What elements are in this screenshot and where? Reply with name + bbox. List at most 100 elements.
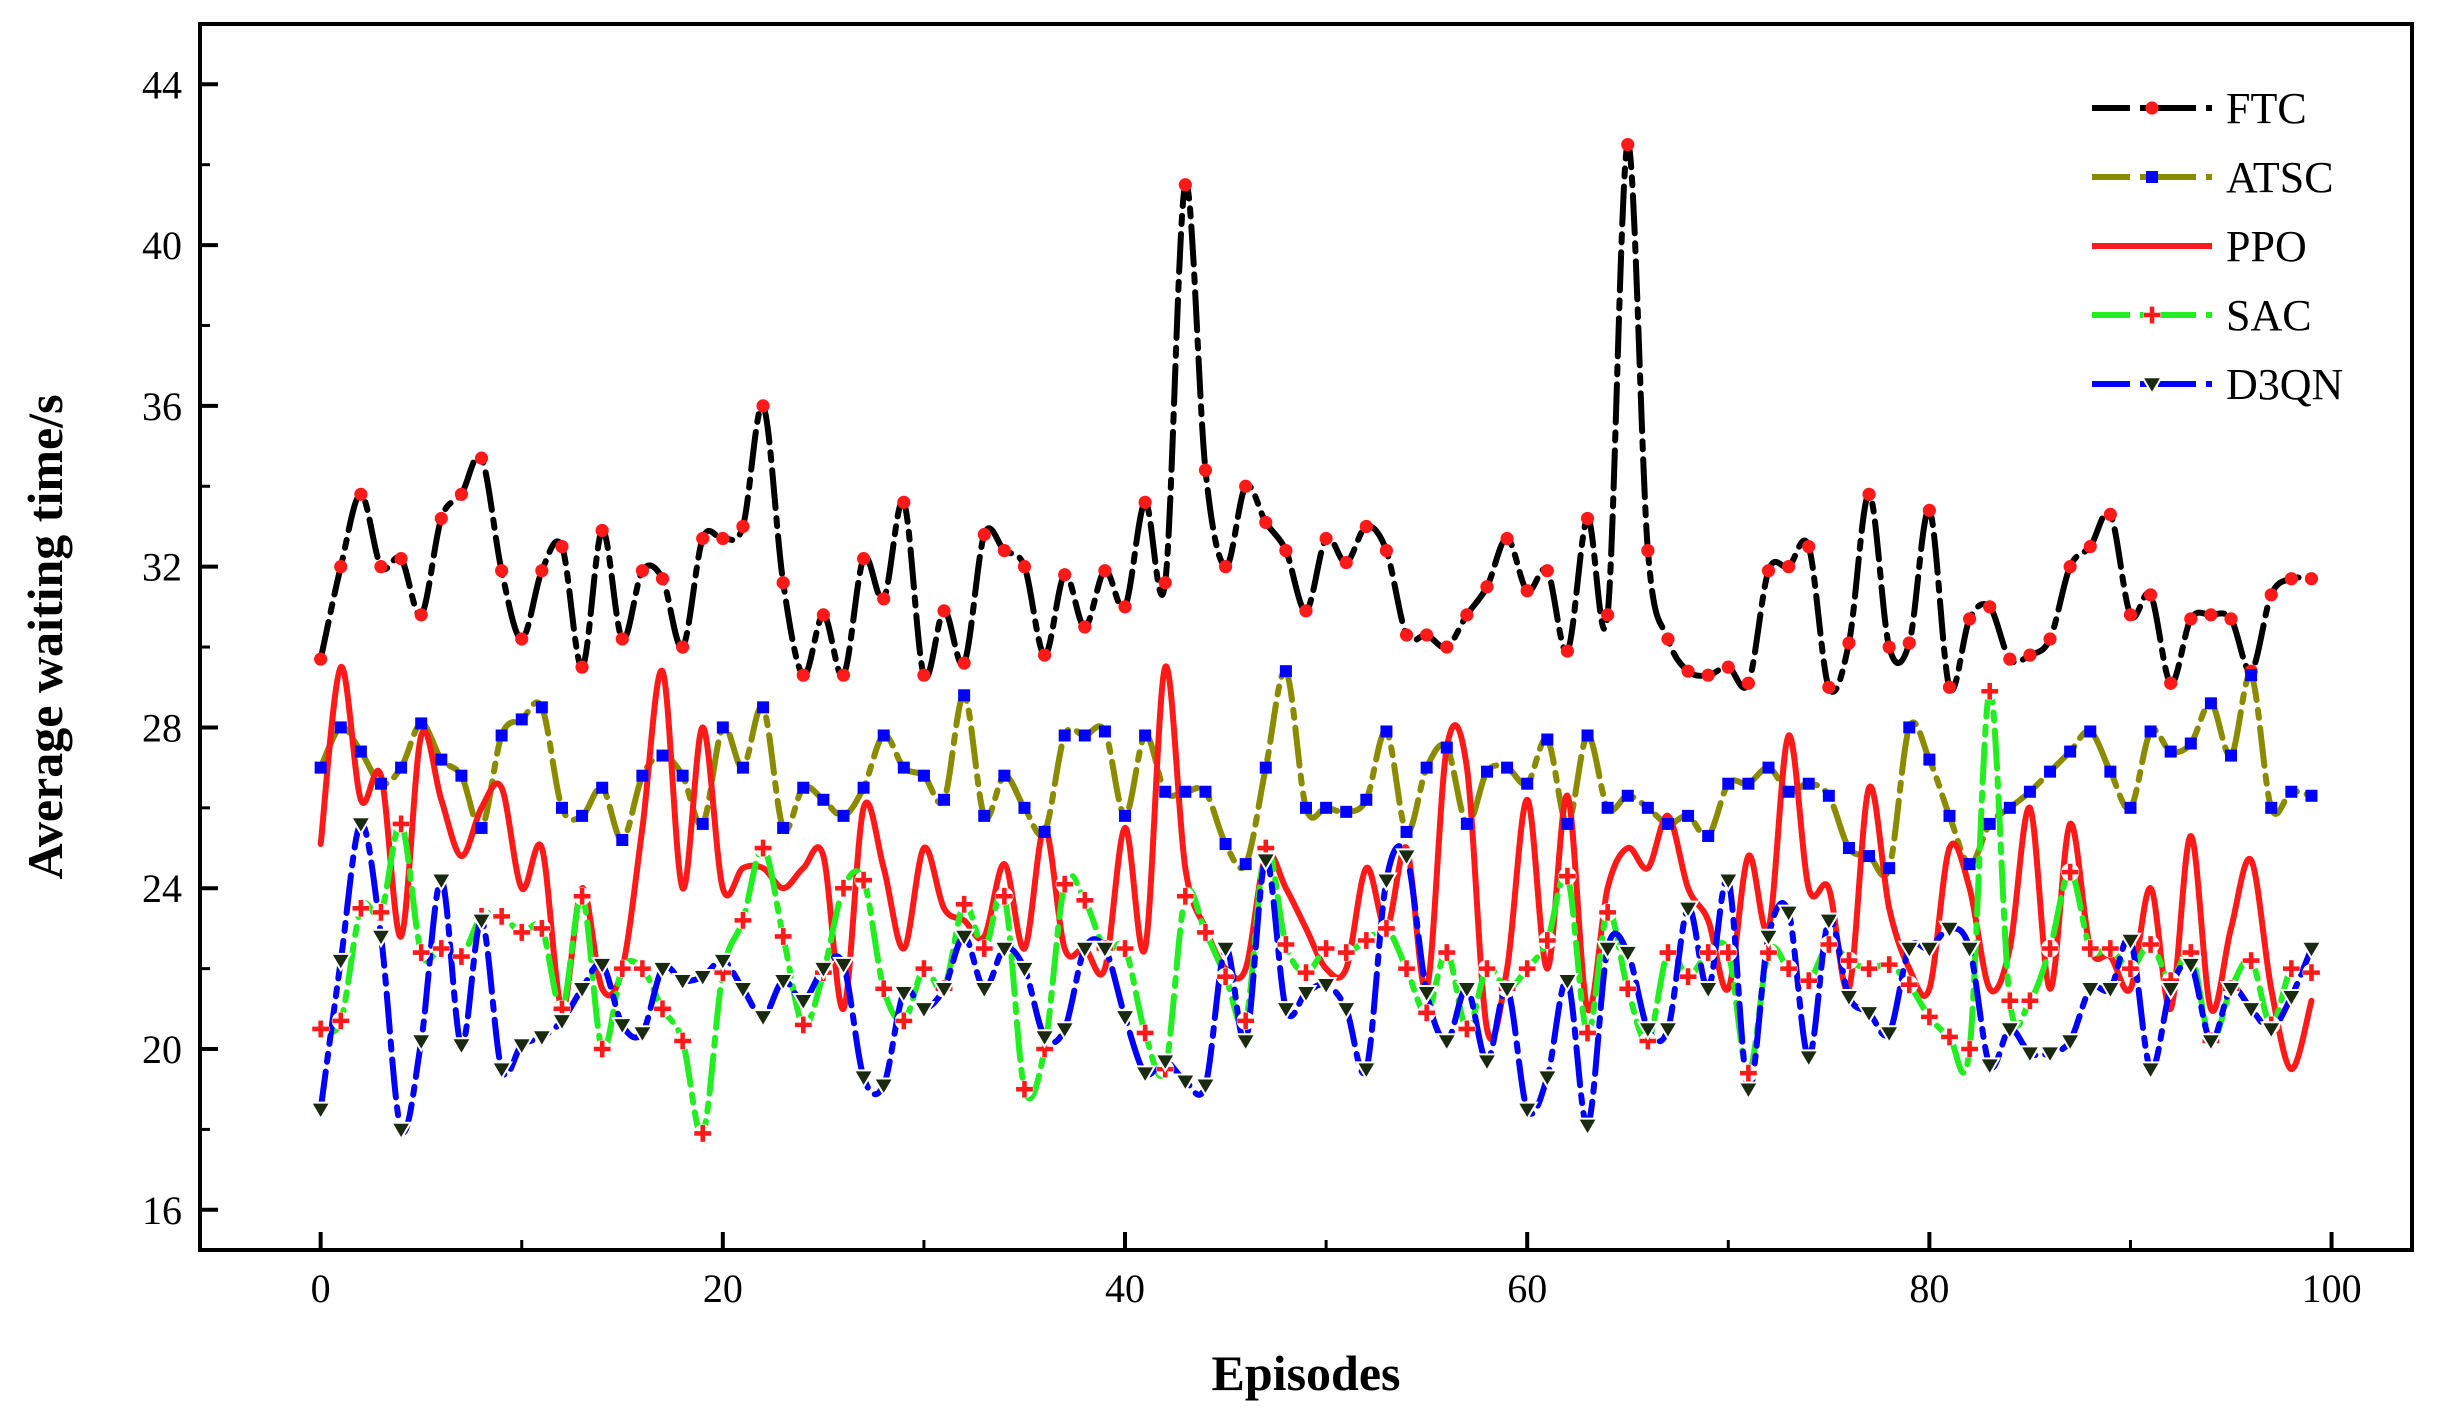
data-point-atsc xyxy=(1863,850,1876,863)
data-point-d3qn xyxy=(1435,1033,1459,1053)
data-point-ftc xyxy=(314,652,328,666)
data-point-ftc xyxy=(2284,572,2298,586)
data-point-sac xyxy=(1839,951,1858,970)
data-point-atsc xyxy=(515,713,528,726)
data-point-d3qn xyxy=(1294,985,1318,1005)
data-point-ftc xyxy=(2184,612,2198,626)
data-point-atsc xyxy=(2184,737,2197,750)
data-point-ftc xyxy=(756,399,770,413)
data-point-atsc xyxy=(334,721,347,734)
data-point-d3qn xyxy=(1737,1081,1760,1101)
data-point-sac xyxy=(1779,959,1798,978)
data-point-ftc xyxy=(1540,564,1554,578)
data-point-ftc xyxy=(1963,612,1977,626)
data-point-sac xyxy=(2020,991,2039,1010)
data-point-atsc xyxy=(1340,805,1353,818)
data-point-atsc xyxy=(1641,801,1654,814)
data-point-d3qn xyxy=(1696,981,1720,1001)
data-point-atsc xyxy=(1802,777,1815,790)
data-point-ftc xyxy=(1138,495,1152,509)
data-point-sac xyxy=(874,979,893,998)
data-point-d3qn xyxy=(570,981,594,1001)
data-point-sac xyxy=(2242,951,2261,970)
data-point-d3qn xyxy=(1837,989,1861,1009)
data-point-ftc xyxy=(736,519,750,534)
data-point-ftc xyxy=(535,564,549,578)
data-point-ftc xyxy=(474,451,489,465)
data-point-d3qn xyxy=(349,816,373,836)
data-point-d3qn xyxy=(1153,1053,1177,1073)
data-point-d3qn xyxy=(530,1029,554,1049)
data-point-sac xyxy=(1015,1080,1034,1099)
data-point-atsc xyxy=(2124,801,2137,814)
data-point-atsc xyxy=(1219,838,1232,851)
data-point-d3qn xyxy=(2219,981,2243,1001)
data-point-atsc xyxy=(777,821,790,834)
data-point-ftc xyxy=(1802,539,1816,554)
data-point-d3qn xyxy=(1757,928,1780,949)
x-tick-label: 80 xyxy=(1909,1266,1949,1311)
data-point-atsc xyxy=(1179,785,1192,798)
data-point-atsc xyxy=(1038,825,1051,838)
data-point-ftc xyxy=(394,552,408,566)
data-point-sac xyxy=(2302,963,2321,982)
data-point-sac xyxy=(1658,943,1677,962)
data-point-atsc xyxy=(1702,829,1715,842)
data-point-ftc xyxy=(1560,644,1575,658)
data-point-ftc xyxy=(1480,580,1494,594)
data-point-sac xyxy=(1860,959,1879,978)
data-point-ftc xyxy=(937,604,951,618)
y-tick-label: 20 xyxy=(142,1027,182,1072)
data-point-atsc xyxy=(1058,729,1071,742)
data-point-atsc xyxy=(1923,753,1936,766)
data-point-sac xyxy=(673,1031,692,1050)
data-point-d3qn xyxy=(2199,1033,2223,1053)
data-point-d3qn xyxy=(1596,940,1619,961)
data-point-d3qn xyxy=(1877,1025,1901,1045)
data-point-ftc xyxy=(1299,604,1313,618)
data-point-d3qn xyxy=(329,952,353,973)
data-point-sac xyxy=(1457,1019,1476,1038)
data-point-sac xyxy=(955,895,974,914)
data-point-d3qn xyxy=(2259,1021,2283,1041)
legend-item-d3qn: D3QN xyxy=(2092,360,2343,409)
data-point-atsc xyxy=(676,769,689,782)
data-point-ftc xyxy=(1922,503,1936,517)
data-point-sac xyxy=(653,999,672,1018)
data-point-atsc xyxy=(314,761,327,774)
data-point-atsc xyxy=(415,717,428,730)
data-point-d3qn xyxy=(1113,1009,1137,1029)
data-point-atsc xyxy=(1722,777,1735,790)
data-point-d3qn xyxy=(1274,1001,1298,1021)
data-point-ftc xyxy=(2304,572,2319,586)
data-point-ftc xyxy=(1621,137,1635,152)
data-point-atsc xyxy=(535,701,548,714)
data-point-d3qn xyxy=(309,1101,333,1121)
data-point-ftc xyxy=(696,531,710,546)
x-tick-label: 60 xyxy=(1507,1266,1547,1311)
data-point-sac xyxy=(914,959,933,978)
data-point-sac xyxy=(1075,891,1094,910)
data-point-ftc xyxy=(1259,515,1273,530)
data-point-atsc xyxy=(636,769,649,782)
data-point-atsc xyxy=(1661,817,1674,830)
data-point-atsc xyxy=(435,753,448,766)
legend-item-ppo: PPO xyxy=(2092,222,2307,271)
data-point-ftc xyxy=(716,531,730,546)
data-point-atsc xyxy=(656,749,669,762)
data-point-sac xyxy=(2282,959,2301,978)
data-point-ftc xyxy=(1701,668,1715,682)
data-point-sac xyxy=(331,1011,350,1030)
data-point-atsc xyxy=(1420,761,1433,774)
data-point-d3qn xyxy=(409,1033,433,1053)
data-point-d3qn xyxy=(490,1061,513,1081)
data-point-d3qn xyxy=(1214,940,1237,961)
data-point-atsc xyxy=(596,781,609,794)
data-point-d3qn xyxy=(1918,940,1941,961)
data-point-ftc xyxy=(2023,648,2037,662)
data-point-d3qn xyxy=(1133,1065,1157,1085)
data-point-sac xyxy=(1477,959,1496,978)
data-point-atsc xyxy=(2003,801,2016,814)
data-point-d3qn xyxy=(1998,1021,2022,1041)
data-point-ftc xyxy=(595,523,609,538)
